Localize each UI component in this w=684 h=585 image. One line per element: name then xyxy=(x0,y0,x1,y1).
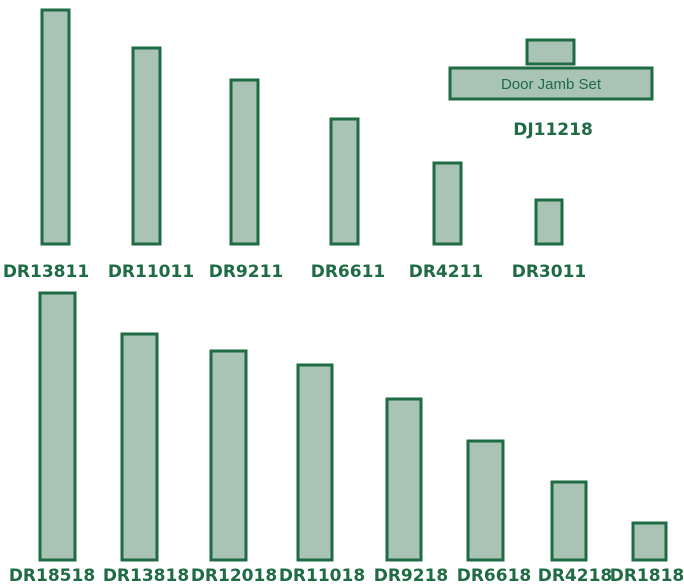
part-code-label: DR9211 xyxy=(209,262,284,282)
part-code-label: DR13811 xyxy=(3,262,89,282)
piece-dr13818: DR13818 xyxy=(103,332,189,585)
part-bar xyxy=(534,198,564,246)
row-18: DR18518 DR13818 DR12018 DR11018 DR9218 D… xyxy=(9,291,684,585)
piece-dr9211: DR9211 xyxy=(209,78,284,282)
part-bar xyxy=(209,349,248,562)
part-bar xyxy=(385,397,423,562)
jamb-set-code: DJ11218 xyxy=(513,120,593,140)
part-code-label: DR18518 xyxy=(9,566,95,585)
piece-dr11011: DR11011 xyxy=(108,46,194,282)
part-bar xyxy=(40,8,71,246)
piece-dr1818: DR1818 xyxy=(610,521,684,585)
part-code-label: DR3011 xyxy=(512,262,587,282)
part-code-label: DR4218 xyxy=(538,566,613,585)
jamb-header-bar xyxy=(525,38,576,66)
part-bar xyxy=(550,480,588,562)
piece-dr6611: DR6611 xyxy=(311,117,386,282)
part-code-label: DR11018 xyxy=(279,566,365,585)
piece-dr18518: DR18518 xyxy=(9,291,95,585)
part-bar xyxy=(631,521,668,562)
part-bar xyxy=(329,117,360,246)
part-code-label: DR6611 xyxy=(311,262,386,282)
part-bar xyxy=(120,332,159,562)
part-bar xyxy=(466,439,505,562)
part-code-label: DR13818 xyxy=(103,566,189,585)
piece-dr13811: DR13811 xyxy=(3,8,89,282)
part-code-label: DR12018 xyxy=(191,566,277,585)
jamb-set-label: Door Jamb Set xyxy=(501,76,602,93)
piece-dr11018: DR11018 xyxy=(279,363,365,585)
part-bar xyxy=(38,291,77,562)
part-code-label: DR4211 xyxy=(409,262,484,282)
part-bar xyxy=(296,363,334,562)
piece-dr4211: DR4211 xyxy=(409,161,484,282)
part-bar xyxy=(131,46,162,246)
part-bar xyxy=(229,78,260,246)
piece-dr12018: DR12018 xyxy=(191,349,277,585)
piece-dr4218: DR4218 xyxy=(538,480,613,585)
jamb-set: Door Jamb Set DJ11218 xyxy=(448,38,654,140)
piece-dr6618: DR6618 xyxy=(457,439,532,585)
row-11: DR13811 DR11011 DR9211 DR6611 DR4211 DR3… xyxy=(3,8,587,282)
part-code-label: DR11011 xyxy=(108,262,194,282)
part-code-label: DR6618 xyxy=(457,566,532,585)
jamb-bar xyxy=(448,66,654,101)
part-code-label: DR9218 xyxy=(374,566,449,585)
piece-dr3011: DR3011 xyxy=(512,198,587,282)
part-code-label: DR1818 xyxy=(610,566,684,585)
part-bar xyxy=(432,161,463,246)
piece-dr9218: DR9218 xyxy=(374,397,449,585)
